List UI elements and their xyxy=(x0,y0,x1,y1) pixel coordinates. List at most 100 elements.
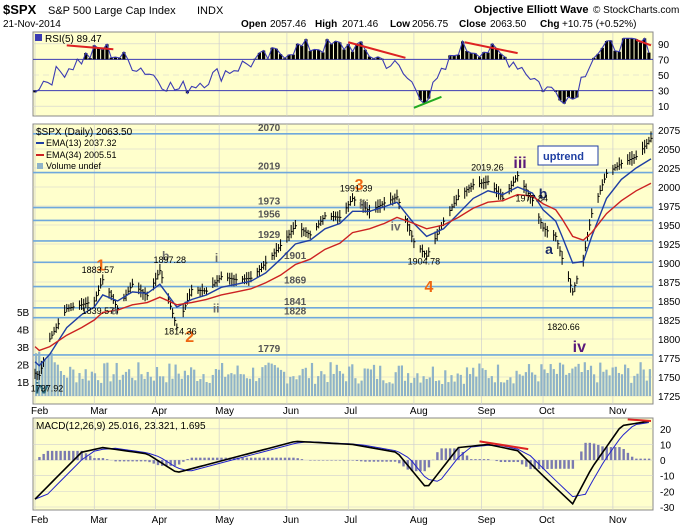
volume-bar xyxy=(286,383,289,396)
macd-histogram-bar xyxy=(207,457,210,461)
close-label: Close xyxy=(459,19,487,30)
volume-bar xyxy=(128,369,131,396)
macd-tick-label: 10 xyxy=(660,440,672,451)
macd-histogram-bar xyxy=(457,448,460,461)
price-tick-label: 1850 xyxy=(658,297,681,308)
ema34-label: EMA(34) 2005.51 xyxy=(46,150,117,160)
volume-bar xyxy=(515,370,518,396)
volume-bar xyxy=(137,362,140,396)
macd-histogram-bar xyxy=(165,460,168,466)
volume-bar xyxy=(531,372,534,396)
volume-bar xyxy=(236,365,239,396)
macd-histogram-bar xyxy=(639,458,642,461)
macd-histogram-bar xyxy=(258,457,261,461)
macd-histogram-bar xyxy=(271,457,274,461)
volume-bar xyxy=(372,364,376,396)
chg-label: Chg xyxy=(540,19,559,30)
macd-histogram-bar xyxy=(605,447,608,461)
price-legend: $SPX (Daily) 2063.50 EMA(13) 2037.32 EMA… xyxy=(36,127,133,171)
rsi-divergence-line xyxy=(348,41,406,59)
macd-histogram-bar xyxy=(478,459,481,461)
volume-bar xyxy=(186,375,190,396)
volume-bar xyxy=(41,361,44,396)
x-tick-label-price: Sep xyxy=(478,406,496,417)
volume-bar xyxy=(100,382,103,396)
x-tick-label-macd: Feb xyxy=(31,515,49,526)
price-tick-label: 2050 xyxy=(658,145,681,156)
volume-bar xyxy=(565,374,568,396)
uptrend-box-frame xyxy=(537,145,599,166)
volume-bar xyxy=(484,369,487,396)
price-annotation: 1839.57 xyxy=(82,306,115,316)
exchange: INDX xyxy=(197,5,224,17)
volume-bar xyxy=(217,369,221,396)
macd-histogram-bar xyxy=(173,460,177,466)
volume-bar xyxy=(633,375,636,396)
macd-histogram-bar xyxy=(237,457,240,461)
price-annotation: 1897.28 xyxy=(154,255,187,265)
volume-bar xyxy=(422,376,425,396)
price-annotation: 1883.57 xyxy=(82,265,115,275)
price-tick-label: 1825 xyxy=(658,316,681,327)
x-tick-label-macd: Oct xyxy=(539,515,555,526)
volume-bar xyxy=(571,368,574,396)
x-tick-label-price: Feb xyxy=(31,406,49,417)
volume-bar xyxy=(562,364,565,396)
macd-histogram-bar xyxy=(381,460,384,462)
price-annotation: 1814.36 xyxy=(164,326,197,336)
price-annotation: 1737.92 xyxy=(31,383,64,393)
macd-histogram-bar xyxy=(550,460,553,469)
macd-histogram-bar xyxy=(220,457,223,461)
rsi-legend: RSI(5) 89.47 xyxy=(35,34,102,45)
volume-bar xyxy=(72,369,75,396)
volume-bar xyxy=(351,364,354,396)
volume-bar xyxy=(50,352,53,396)
macd-histogram-bar xyxy=(558,460,562,469)
volume-bar xyxy=(53,362,56,396)
volume-bar xyxy=(162,376,165,396)
macd-histogram-bar xyxy=(232,457,236,461)
price-tick-label: 1950 xyxy=(658,221,681,232)
volume-bar xyxy=(388,382,391,396)
price-tick-label: 1775 xyxy=(658,354,681,365)
volume-bar xyxy=(403,380,407,396)
macd-histogram-bar xyxy=(194,457,198,461)
macd-histogram-bar xyxy=(317,460,321,461)
volume-bar xyxy=(419,382,422,396)
x-tick-label-macd: Jul xyxy=(344,515,357,526)
volume-swatch xyxy=(37,163,43,169)
macd-histogram-bar xyxy=(529,460,532,470)
volume-bar xyxy=(605,369,608,396)
volume-bar xyxy=(577,363,580,396)
wave-label-a-oct: a xyxy=(545,241,553,257)
rsi-divergence-line xyxy=(635,38,652,47)
macd-histogram-bar xyxy=(542,460,545,470)
macd-line xyxy=(34,420,650,506)
volume-bar xyxy=(645,380,648,396)
volume-label: Volume undef xyxy=(46,161,102,171)
macd-histogram-bar xyxy=(296,458,299,461)
wave-label-4: 4 xyxy=(424,279,433,296)
volume-bar xyxy=(400,365,403,396)
macd-tick-label: -20 xyxy=(660,487,675,498)
volume-bar xyxy=(481,368,484,396)
chart-date: 21-Nov-2014 xyxy=(3,19,61,30)
rsi-panel xyxy=(32,31,654,117)
macd-histogram-bar xyxy=(135,460,139,462)
price-annotation: 1991.39 xyxy=(340,184,373,194)
volume-bar xyxy=(292,376,295,396)
volume-bar xyxy=(524,372,527,396)
macd-histogram-bar xyxy=(563,460,566,469)
volume-bar xyxy=(558,362,562,396)
copyright: © StockCharts.com xyxy=(593,5,679,16)
volume-bar xyxy=(540,364,543,396)
volume-bar xyxy=(159,376,162,396)
volume-bar xyxy=(462,383,465,396)
price-tick-label: 1800 xyxy=(658,335,681,346)
volume-bar xyxy=(472,367,475,396)
wave-label-3: 3 xyxy=(355,177,364,194)
macd-histogram-bar xyxy=(326,460,329,461)
symbol: $SPX xyxy=(3,2,37,17)
volume-bar xyxy=(391,383,394,396)
